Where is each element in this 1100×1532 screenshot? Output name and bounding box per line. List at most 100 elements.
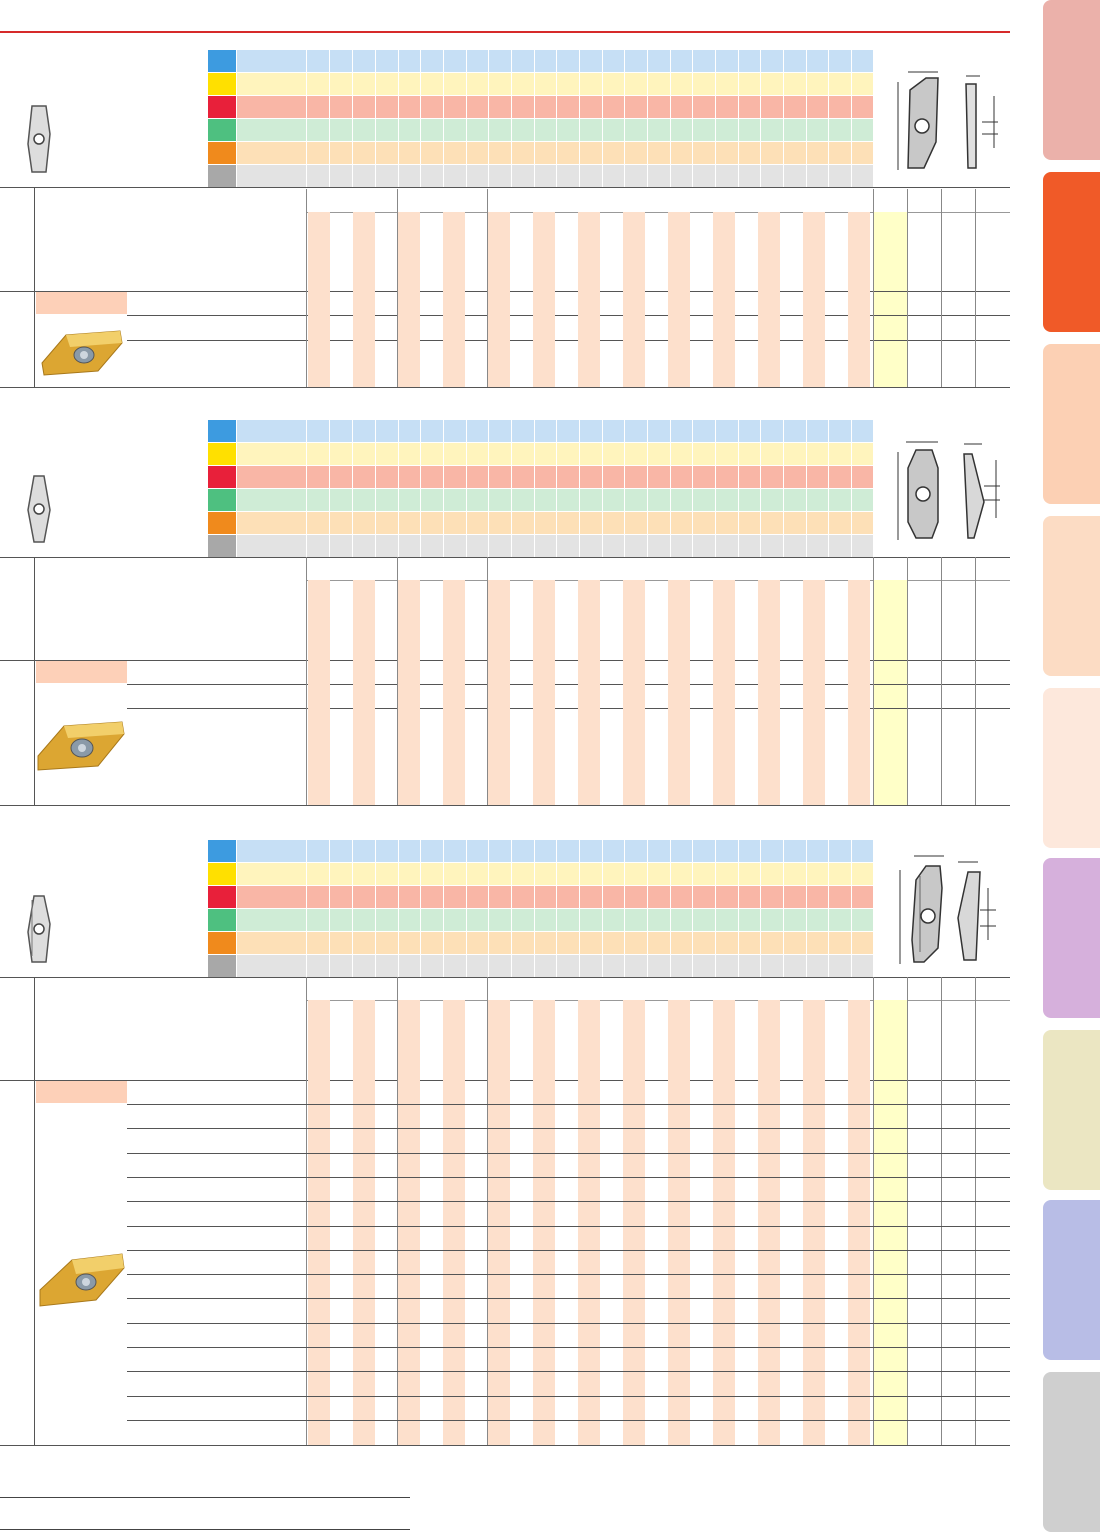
band-grid-line <box>352 50 353 187</box>
chip-p <box>208 50 236 72</box>
chip-s <box>208 142 236 164</box>
grade-column <box>578 1000 600 1445</box>
side-tab-9[interactable] <box>1043 1372 1100 1532</box>
band-grid-line <box>873 840 874 977</box>
header-rule <box>0 31 1010 33</box>
chip-m <box>208 73 236 95</box>
column-divider <box>487 977 488 1445</box>
dimension-drawing-icon <box>897 71 998 170</box>
grade-column <box>713 1000 735 1445</box>
grade-column <box>668 580 690 805</box>
band-grid-line <box>602 50 603 187</box>
side-tab-4[interactable] <box>1043 516 1100 676</box>
table-row <box>127 684 1010 685</box>
column-divider <box>975 557 976 805</box>
grade-column <box>398 212 420 387</box>
column-divider <box>487 557 488 805</box>
band-grid-line <box>443 420 444 557</box>
band-m <box>208 73 873 95</box>
band-grid-line <box>488 50 489 187</box>
band-grid-line <box>670 840 671 977</box>
side-tab-3[interactable] <box>1043 344 1100 504</box>
grade-column <box>713 212 735 387</box>
footnote-rule <box>0 1497 410 1498</box>
insert-outline-icon <box>27 105 51 173</box>
table-rule <box>906 1000 1010 1001</box>
band-grid-line <box>715 50 716 187</box>
grade-column <box>623 580 645 805</box>
band-grid-line <box>715 840 716 977</box>
stock-column <box>874 580 907 805</box>
grade-column <box>578 212 600 387</box>
band-grid-line <box>236 50 237 187</box>
grade-column <box>488 212 510 387</box>
chip-p <box>208 420 236 442</box>
table-divider <box>34 557 35 805</box>
grade-column <box>668 1000 690 1445</box>
insert-photo-icon <box>41 330 123 376</box>
band-n <box>208 489 873 511</box>
band-grid-line <box>375 50 376 187</box>
band-grid-line <box>236 420 237 557</box>
table-row <box>127 1104 1010 1105</box>
grade-column <box>848 212 870 387</box>
band-grid-line <box>624 50 625 187</box>
column-divider <box>975 977 976 1445</box>
table-rule <box>906 580 1010 581</box>
band-grid-line <box>488 840 489 977</box>
band-grid-line <box>760 840 761 977</box>
band-grid-line <box>398 420 399 557</box>
grade-column <box>668 212 690 387</box>
band-grid-line <box>420 840 421 977</box>
insert-code-cell <box>36 1081 127 1103</box>
column-divider <box>873 977 874 1445</box>
band-h <box>208 955 873 977</box>
band-grid-line <box>579 50 580 187</box>
band-grid-line <box>828 420 829 557</box>
grade-column <box>803 1000 825 1445</box>
insert-outline-icon <box>27 895 51 963</box>
band-grid-line <box>398 50 399 187</box>
side-tab-6[interactable] <box>1043 858 1100 1018</box>
grade-column <box>488 1000 510 1445</box>
column-divider <box>941 977 942 1445</box>
band-grid-line <box>556 420 557 557</box>
table-rule <box>906 212 1010 213</box>
band-grid-line <box>511 50 512 187</box>
column-divider <box>397 557 398 805</box>
band-grid-line <box>420 50 421 187</box>
band-p <box>208 840 873 862</box>
band-grid-line <box>760 420 761 557</box>
table-row <box>127 1128 1010 1129</box>
table-row <box>127 1274 1010 1275</box>
band-grid-line <box>534 420 535 557</box>
band-grid-line <box>466 840 467 977</box>
band-grid-line <box>329 50 330 187</box>
table-row <box>127 1226 1010 1227</box>
insert-code-cell <box>36 661 127 683</box>
column-divider <box>941 189 942 387</box>
band-grid-line <box>828 840 829 977</box>
side-tab-5[interactable] <box>1043 688 1100 848</box>
band-n <box>208 909 873 931</box>
column-divider <box>397 977 398 1445</box>
grade-column <box>353 212 375 387</box>
table-row <box>127 340 1010 341</box>
column-divider <box>941 557 942 805</box>
grade-column <box>533 1000 555 1445</box>
side-tab-2[interactable] <box>1043 172 1100 332</box>
band-grid-line <box>375 420 376 557</box>
band-grid-line <box>806 50 807 187</box>
table-rule <box>0 805 1010 806</box>
table-row <box>127 1420 1010 1421</box>
band-grid-line <box>466 420 467 557</box>
grade-column <box>533 212 555 387</box>
side-tab-1[interactable] <box>1043 0 1100 160</box>
band-grid-line <box>511 840 512 977</box>
band-grid-line <box>556 50 557 187</box>
grade-column <box>578 580 600 805</box>
side-tab-7[interactable] <box>1043 1030 1100 1190</box>
band-k <box>208 466 873 488</box>
side-tab-8[interactable] <box>1043 1200 1100 1360</box>
chip-k <box>208 466 236 488</box>
